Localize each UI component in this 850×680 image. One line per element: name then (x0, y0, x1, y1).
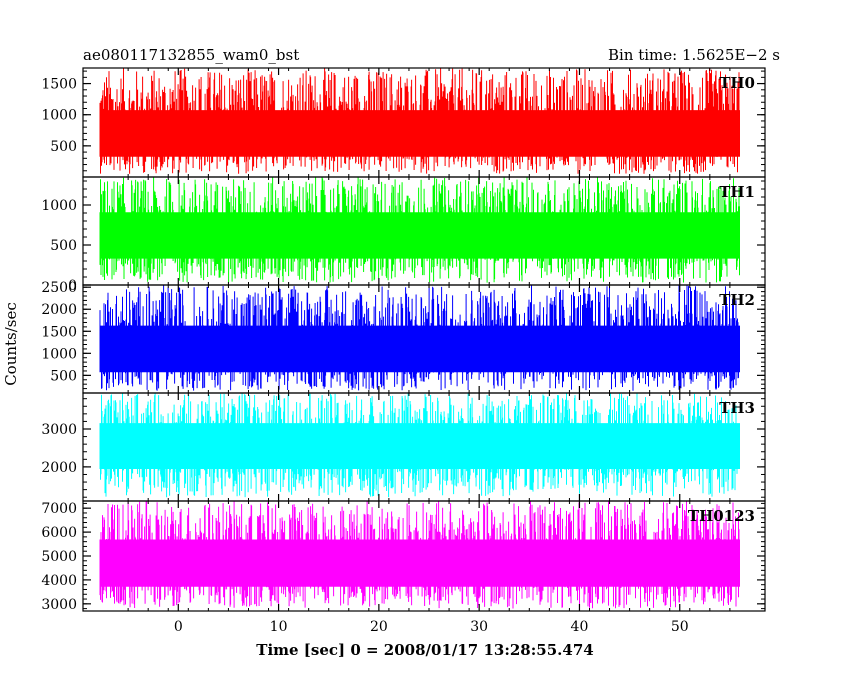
x-tick-label: 30 (470, 619, 488, 635)
series-TH0123 (99, 501, 740, 609)
series-trace-TH3 (99, 393, 740, 498)
data-layer (99, 68, 740, 609)
y-tick-label: 500 (50, 139, 77, 155)
panel-label-TH2: TH2 (719, 291, 755, 309)
y-tick-label: 2500 (41, 280, 77, 296)
series-TH2 (99, 285, 740, 391)
y-tick-label: 0 (68, 278, 77, 294)
y-tick-label: 2000 (41, 460, 77, 476)
series-trace-TH2 (99, 285, 740, 391)
y-tick-label: 1500 (41, 77, 77, 93)
series-TH1 (99, 177, 740, 283)
chart-title: ae080117132855_wam0_bst (83, 46, 299, 64)
panel-label-TH0: TH0 (719, 74, 755, 92)
y-tick-label: 6000 (41, 525, 77, 541)
series-TH0 (99, 68, 740, 174)
panel-label-TH1: TH1 (719, 183, 755, 201)
y-tick-label: 1000 (41, 198, 77, 214)
y-tick-label: 1000 (41, 108, 77, 124)
label-layer: ae080117132855_wam0_bst Bin time: 1.5625… (2, 46, 780, 659)
x-tick-label: 10 (270, 619, 288, 635)
series-trace-TH1 (99, 177, 740, 283)
y-tick-label: 5000 (41, 549, 77, 565)
y-tick-label: 1500 (41, 324, 77, 340)
x-axis-label: Time [sec] 0 = 2008/01/17 13:28:55.474 (256, 641, 593, 659)
panel-label-TH3: TH3 (719, 399, 755, 417)
y-tick-label: 500 (50, 368, 77, 384)
series-trace-TH0123 (99, 501, 740, 609)
y-axis-label: Counts/sec (2, 302, 20, 386)
y-tick-label: 4000 (41, 573, 77, 589)
x-tick-label: 50 (671, 619, 689, 635)
y-tick-label: 3000 (41, 597, 77, 613)
panel-label-TH0123: TH0123 (688, 507, 755, 525)
y-tick-label: 7000 (41, 501, 77, 517)
y-tick-label: 500 (50, 238, 77, 254)
x-tick-label: 20 (370, 619, 388, 635)
y-tick-label: 2000 (41, 302, 77, 318)
y-tick-label: 1000 (41, 346, 77, 362)
series-TH3 (99, 393, 740, 498)
bin-time-label: Bin time: 1.5625E−2 s (608, 46, 780, 64)
x-tick-label: 0 (174, 619, 183, 635)
series-trace-TH0 (99, 68, 740, 174)
y-tick-label: 3000 (41, 422, 77, 438)
x-tick-label: 40 (571, 619, 589, 635)
